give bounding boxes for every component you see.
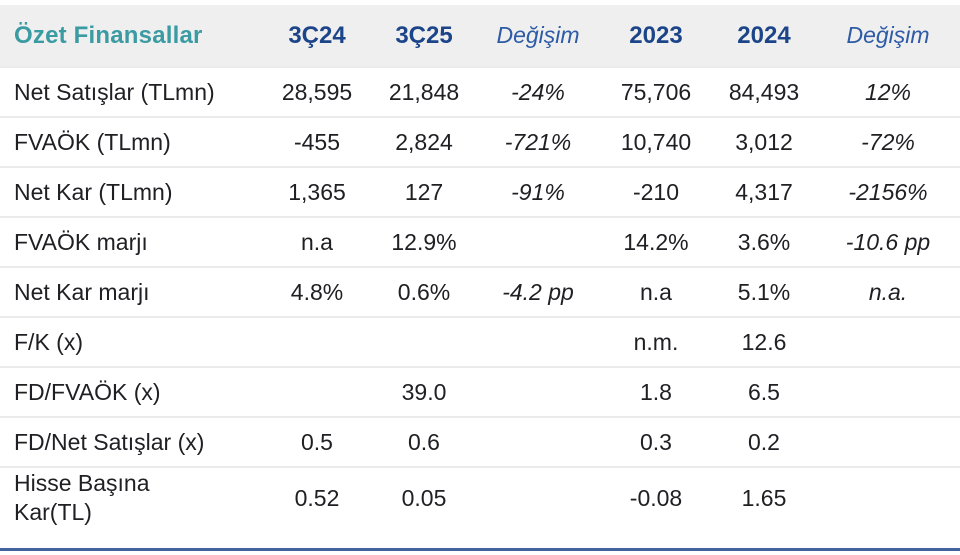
cell-value: -721%: [504, 128, 572, 155]
table-title: Özet Finansallar: [14, 21, 203, 49]
table-row: Net Satışlar (TLmn) 28,595 21,848 -24% 75,70…: [0, 66, 960, 116]
cell-value: 10,740: [620, 128, 692, 155]
cell-value: n.a: [301, 228, 333, 255]
cell-value: 3,012: [735, 128, 793, 155]
cell-value: -2156%: [848, 178, 928, 205]
cell-value: 84,493: [728, 78, 800, 105]
cell-value: 4.8%: [290, 278, 344, 305]
cell-value: 14.2%: [623, 228, 689, 255]
column-header-3: 2023: [629, 21, 683, 49]
cell-value: -10.6 pp: [845, 228, 931, 255]
table-row: Net Kar marjı 4.8% 0.6% -4.2 pp n.a 5.1% n.a.: [0, 266, 960, 316]
cell-value: 0.52: [294, 484, 340, 511]
cell-value: 2,824: [395, 128, 453, 155]
row-label: Net Kar (TLmn): [14, 178, 173, 205]
cell-value: 0.5: [301, 428, 333, 455]
cell-value: 0.6%: [397, 278, 451, 305]
table-row: FVAÖK marjı n.a 12.9% 14.2% 3.6% -10.6 pp: [0, 216, 960, 266]
cell-value: -72%: [861, 128, 915, 155]
table-row: F/K (x) n.m. 12.6: [0, 316, 960, 366]
row-label: FVAÖK (TLmn): [14, 128, 171, 155]
cell-value: -0.08: [629, 484, 683, 511]
row-label: FVAÖK marjı: [14, 228, 148, 255]
bottom-accent-rule: [0, 548, 960, 551]
cell-value: 1.65: [741, 484, 787, 511]
cell-value: 0.2: [748, 428, 780, 455]
table-row: FD/Net Satışlar (x) 0.5 0.6 0.3 0.2: [0, 416, 960, 466]
row-label: Net Kar marjı: [14, 278, 150, 305]
cell-value: n.a: [640, 278, 672, 305]
cell-value: 127: [404, 178, 444, 205]
cell-value: 0.6: [408, 428, 440, 455]
table-header-row: Özet Finansallar 3Ç24 3Ç25 Değişim 2023 2024…: [0, 5, 960, 66]
cell-value: 12.6: [741, 328, 787, 355]
cell-value: -24%: [511, 78, 565, 105]
row-label: Hisse Başına Kar(TL): [14, 470, 150, 525]
cell-value: 12%: [864, 78, 912, 105]
cell-value: -455: [293, 128, 341, 155]
cell-value: 75,706: [620, 78, 692, 105]
table-row: Hisse Başına Kar(TL) 0.52 0.05 -0.08 1.65: [0, 466, 960, 528]
row-label: FD/Net Satışlar (x): [14, 428, 205, 455]
cell-value: n.m.: [633, 328, 679, 355]
column-header-2: Değişim: [496, 22, 580, 48]
column-header-5: Değişim: [846, 22, 930, 48]
cell-value: -91%: [511, 178, 565, 205]
table-row: FVAÖK (TLmn) -455 2,824 -721% 10,740 3,012 -72…: [0, 116, 960, 166]
cell-value: -4.2 pp: [502, 278, 574, 305]
cell-value: 6.5: [748, 378, 780, 405]
row-label: Net Satışlar (TLmn): [14, 78, 215, 105]
cell-value: 4,317: [735, 178, 793, 205]
cell-value: 1.8: [640, 378, 672, 405]
column-header-0: 3Ç24: [288, 21, 346, 49]
cell-value: 0.05: [401, 484, 447, 511]
summary-financials-table: Özet Finansallar 3Ç24 3Ç25 Değişim 2023 2024…: [0, 5, 960, 528]
table-row: Net Kar (TLmn) 1,365 127 -91% -210 4,317 -2156…: [0, 166, 960, 216]
table-row: FD/FVAÖK (x) 39.0 1.8 6.5: [0, 366, 960, 416]
cell-value: -210: [632, 178, 680, 205]
cell-value: 12.9%: [391, 228, 457, 255]
column-header-4: 2024: [737, 21, 791, 49]
cell-value: 5.1%: [737, 278, 791, 305]
cell-value: 0.3: [640, 428, 672, 455]
cell-value: 3.6%: [737, 228, 791, 255]
column-header-1: 3Ç25: [395, 21, 453, 49]
cell-value: 28,595: [281, 78, 353, 105]
row-label: F/K (x): [14, 328, 83, 355]
cell-value: 21,848: [388, 78, 460, 105]
cell-value: 39.0: [401, 378, 447, 405]
cell-value: 1,365: [288, 178, 346, 205]
row-label: FD/FVAÖK (x): [14, 378, 161, 405]
cell-value: n.a.: [868, 278, 908, 305]
